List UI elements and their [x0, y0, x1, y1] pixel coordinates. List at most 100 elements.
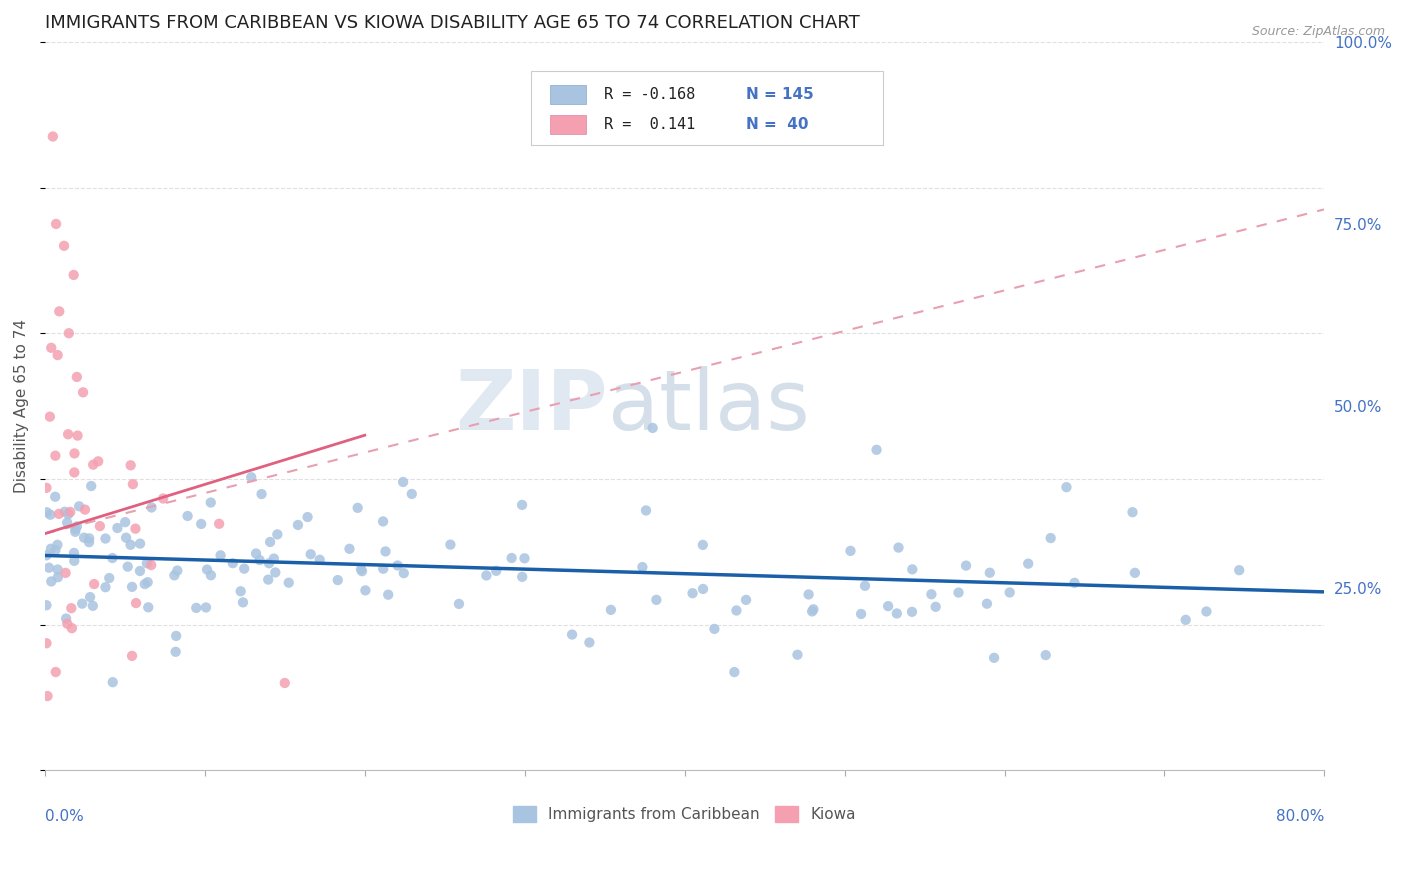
Point [114, 515, 136, 529]
Point [786, 648, 808, 662]
Point [692, 582, 714, 596]
Point [87, 454, 110, 468]
Text: N =  40: N = 40 [747, 117, 808, 132]
Point [578, 635, 600, 649]
Point [1063, 575, 1085, 590]
Point [44, 490, 66, 504]
Point [77, 532, 100, 546]
Point [94, 580, 117, 594]
Point [65, 522, 87, 536]
Point [1174, 613, 1197, 627]
Point [853, 579, 876, 593]
Point [136, 600, 159, 615]
Point [877, 599, 900, 614]
Point [94, 532, 117, 546]
FancyBboxPatch shape [550, 115, 586, 134]
Point [141, 500, 163, 515]
Point [195, 563, 218, 577]
Point [1123, 566, 1146, 580]
Point [77, 535, 100, 549]
Point [266, 527, 288, 541]
Point [89, 519, 111, 533]
Point [634, 503, 657, 517]
Point [200, 495, 222, 509]
Point [134, 577, 156, 591]
Point [339, 541, 361, 556]
Point [920, 587, 942, 601]
Point [115, 531, 138, 545]
Point [233, 562, 256, 576]
Point [801, 604, 824, 618]
Point [163, 568, 186, 582]
Point [599, 603, 621, 617]
Point [82, 599, 104, 613]
Point [35, 599, 58, 613]
FancyBboxPatch shape [531, 71, 883, 145]
Point [299, 547, 322, 561]
Point [641, 421, 664, 435]
Point [374, 544, 396, 558]
Point [42, 129, 65, 144]
Point [46, 570, 69, 584]
Point [122, 477, 145, 491]
Point [703, 622, 725, 636]
Point [200, 568, 222, 582]
Point [924, 599, 946, 614]
Point [447, 597, 470, 611]
Point [401, 487, 423, 501]
Point [39, 574, 62, 589]
Point [501, 551, 523, 566]
Point [63, 466, 86, 480]
Point [46, 348, 69, 362]
Point [66, 519, 89, 533]
Text: 0.0%: 0.0% [45, 809, 83, 824]
Point [101, 551, 124, 566]
Point [485, 564, 508, 578]
Point [979, 566, 1001, 580]
Point [136, 575, 159, 590]
Point [249, 553, 271, 567]
Point [998, 585, 1021, 599]
Point [645, 592, 668, 607]
Point [1035, 648, 1057, 662]
Point [377, 588, 399, 602]
Point [682, 586, 704, 600]
Point [166, 564, 188, 578]
Point [120, 458, 142, 473]
Point [101, 675, 124, 690]
Text: R = -0.168: R = -0.168 [605, 87, 695, 103]
Point [80, 479, 103, 493]
Point [561, 627, 583, 641]
Point [392, 566, 415, 581]
Point [354, 583, 377, 598]
Point [165, 645, 187, 659]
Point [67, 500, 90, 514]
Point [803, 602, 825, 616]
Point [1056, 480, 1078, 494]
Point [849, 607, 872, 621]
Point [308, 553, 330, 567]
Point [277, 575, 299, 590]
Point [245, 547, 267, 561]
Point [56, 516, 79, 530]
Text: ZIP: ZIP [456, 366, 607, 447]
FancyBboxPatch shape [550, 86, 586, 104]
Point [222, 556, 245, 570]
Point [121, 580, 143, 594]
Point [259, 535, 281, 549]
Point [176, 508, 198, 523]
Point [287, 518, 309, 533]
Point [692, 538, 714, 552]
Point [141, 558, 163, 572]
Point [39, 508, 62, 522]
Text: 80.0%: 80.0% [1277, 809, 1324, 824]
Point [56, 427, 79, 442]
Point [240, 470, 263, 484]
Point [510, 498, 533, 512]
Point [886, 607, 908, 621]
Point [39, 341, 62, 355]
Point [901, 562, 924, 576]
Point [44, 449, 66, 463]
Point [58, 507, 80, 521]
Point [121, 648, 143, 663]
